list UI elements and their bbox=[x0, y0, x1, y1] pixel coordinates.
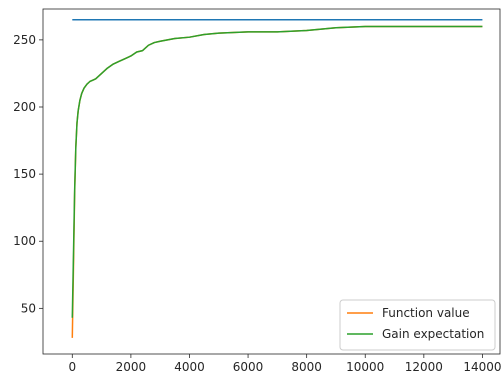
legend-label: Function value bbox=[382, 306, 470, 320]
x-tick-label: 0 bbox=[68, 360, 76, 372]
plot-area: 0 2000 4000 6000 8000 10000 12000 14000 50 100 150… bbox=[13, 8, 502, 372]
y-tick-label: 100 bbox=[13, 234, 36, 248]
axes-layer: 0 2000 4000 6000 8000 10000 12000 14000 50 100 150… bbox=[13, 33, 501, 372]
y-tick-label: 50 bbox=[21, 301, 36, 315]
x-tick-label: 10000 bbox=[346, 360, 384, 372]
x-tick-label: 6000 bbox=[233, 360, 264, 372]
plot-frame bbox=[42, 8, 501, 355]
y-tick-label: 200 bbox=[13, 100, 36, 114]
series-line-2 bbox=[71, 25, 483, 338]
series-line-3 bbox=[71, 25, 483, 318]
x-tick-label: 12000 bbox=[405, 360, 443, 372]
x-tick-label: 2000 bbox=[116, 360, 147, 372]
legend-box bbox=[339, 299, 496, 351]
y-tick-label: 150 bbox=[13, 167, 36, 181]
legend-label: Gain expectation bbox=[382, 327, 484, 341]
series-layer bbox=[71, 18, 483, 338]
x-tick-label: 14000 bbox=[463, 360, 501, 372]
legend: Function value Gain expectation bbox=[339, 299, 496, 351]
x-tick-label: 8000 bbox=[291, 360, 322, 372]
x-tick-label: 4000 bbox=[174, 360, 205, 372]
y-tick-label: 250 bbox=[13, 33, 36, 47]
